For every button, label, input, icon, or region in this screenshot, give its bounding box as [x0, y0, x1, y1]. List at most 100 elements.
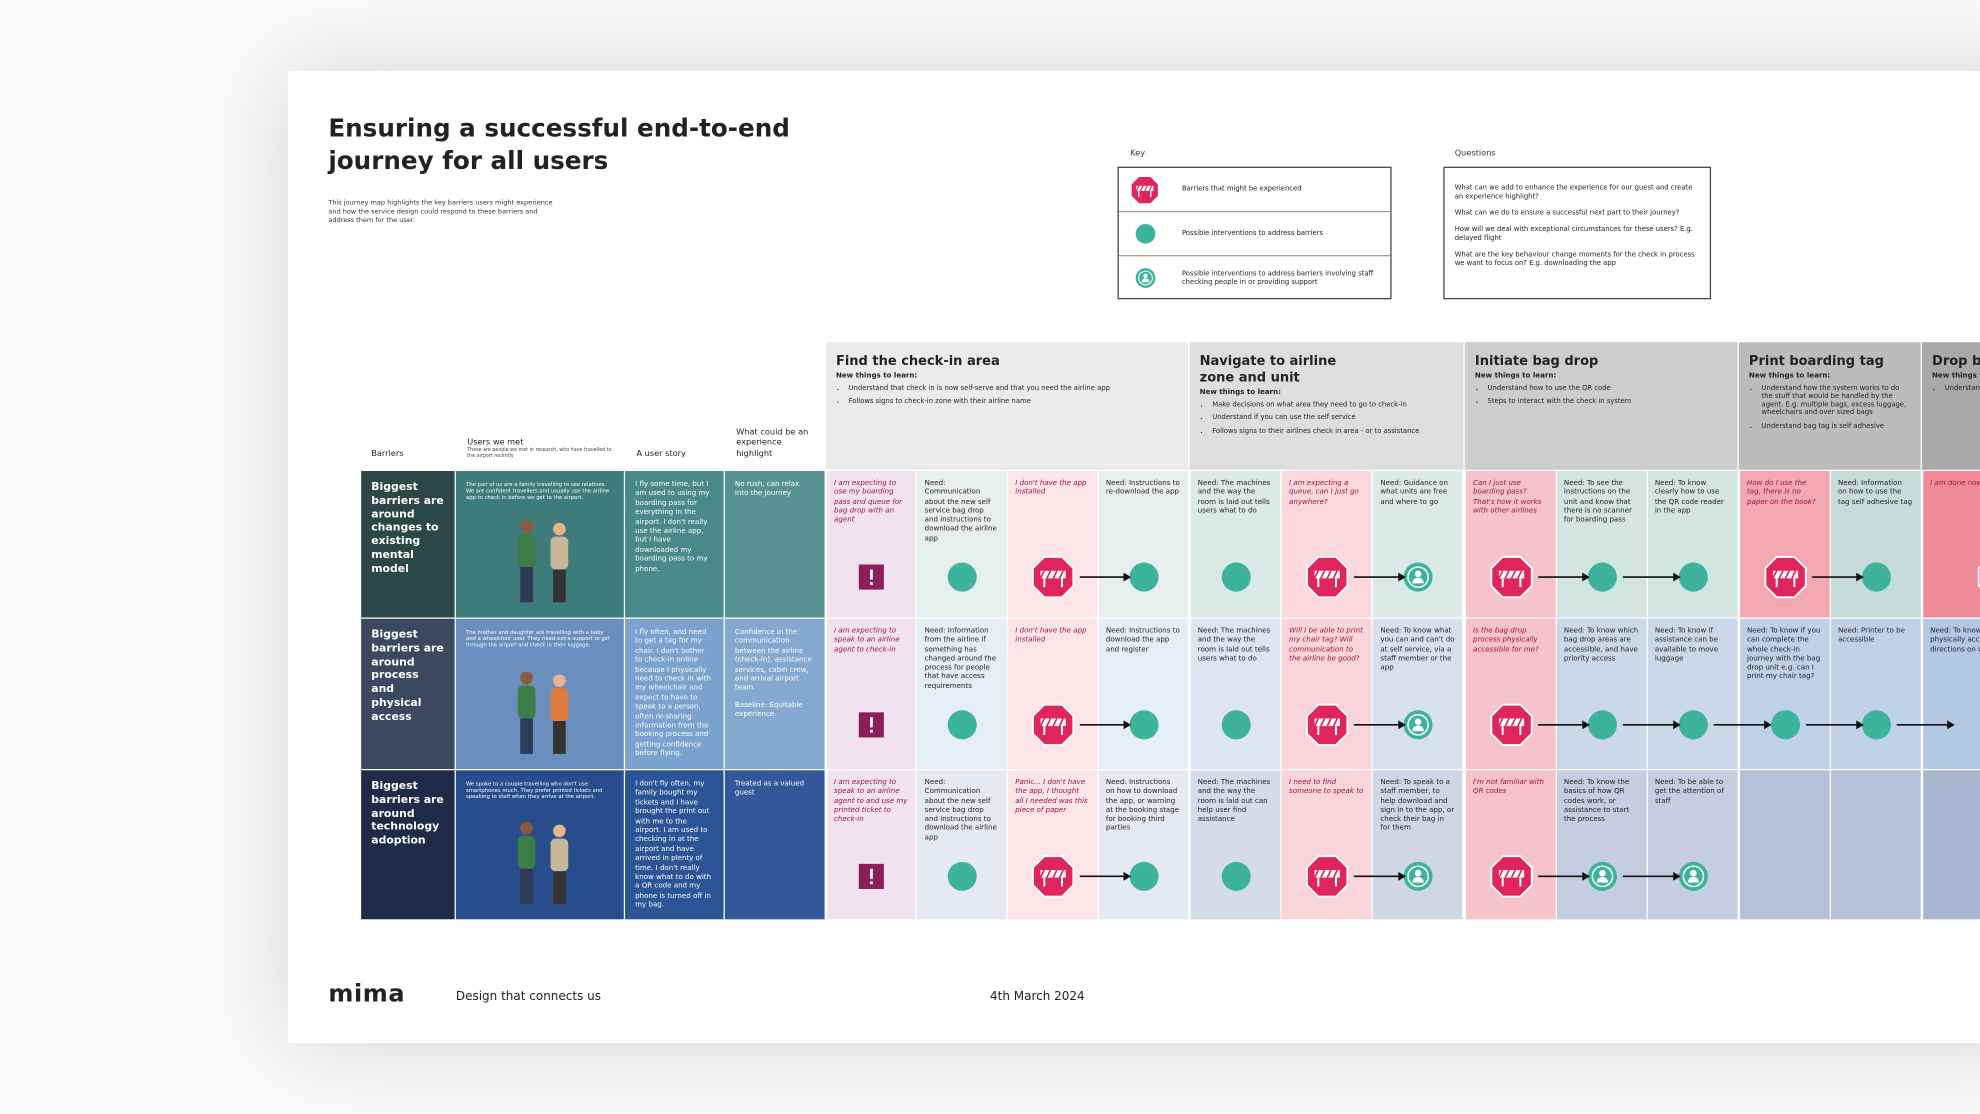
- arrow-head: [1123, 572, 1131, 582]
- key-box: Barriers that might be experienced Possib…: [1117, 166, 1392, 300]
- circle: [1587, 562, 1617, 592]
- arrow-svg: [1079, 572, 1131, 582]
- stage-items: Understand what is still to do: [1932, 385, 1980, 393]
- col-header-barriers: Barriers: [371, 448, 404, 459]
- head: [1415, 869, 1422, 877]
- intervention-icon: [947, 562, 977, 592]
- cell-text: Need: The machines and the way the room …: [1197, 627, 1271, 663]
- stage-subtitle: New things to learn:: [1474, 372, 1557, 381]
- shoulders: [1412, 725, 1425, 732]
- icon: [1678, 562, 1708, 596]
- arrow-head: [1672, 871, 1681, 881]
- stage-header: Print boarding tag New things to learn: Un…: [1738, 342, 1921, 470]
- barrier-icon: [1130, 175, 1160, 205]
- key-text: Possible interventions to address barrie…: [1182, 212, 1384, 256]
- bang: [870, 868, 874, 879]
- stage-item: Understand what is still to do: [1945, 385, 1980, 393]
- cell-text: I am expecting to speak to an airline ag…: [834, 627, 900, 654]
- question: How will we deal with exceptional circum…: [1454, 226, 1693, 243]
- cell-text: I am expecting to use my boarding pass a…: [834, 479, 903, 525]
- stage-title: Print boarding tag: [1748, 353, 1884, 369]
- barrier-label: Biggest barriers are around technology a…: [371, 780, 444, 848]
- cell-text: I need to find someone to speak to: [1289, 779, 1364, 796]
- barrier-legs: [1317, 877, 1337, 887]
- barrier-icon: [1305, 855, 1349, 898]
- users-text: The pair of us are a family travelling t…: [465, 481, 610, 501]
- icon: [1031, 703, 1075, 750]
- arrow: [1079, 572, 1131, 586]
- stage-title: Drop bag: [1932, 353, 1980, 369]
- barrier-bar: [1314, 870, 1340, 878]
- head: [520, 822, 533, 835]
- body: [550, 688, 569, 722]
- barrier-stripes: [1039, 869, 1064, 887]
- barrier-stripes: [1497, 869, 1522, 887]
- barrier-stripes: [1497, 570, 1522, 588]
- icon: [1861, 562, 1891, 596]
- people: [517, 671, 569, 754]
- stage-header: Find the check-in area New things to lear…: [825, 342, 1189, 470]
- arrow: [1353, 720, 1406, 734]
- story-cell: I don't fly often, my family bought my t…: [625, 770, 724, 920]
- journey-cell: [1739, 770, 1830, 920]
- cell-text: Need: Communication about the new self s…: [924, 779, 997, 842]
- journey-cell: I don't have the app installed: [1007, 618, 1131, 770]
- shoulders: [1412, 577, 1425, 584]
- arrow-svg: [1537, 720, 1590, 730]
- barrier-bar: [1040, 718, 1066, 727]
- arrow: [1353, 871, 1406, 885]
- icon: [1489, 703, 1533, 750]
- circle: [947, 710, 977, 740]
- journey-cell: Panic... I don't have the app, I thought…: [1007, 770, 1131, 920]
- journey-cell: [1922, 770, 1980, 920]
- icon: [859, 863, 885, 893]
- body: [550, 536, 569, 570]
- barrier-icon: [1763, 555, 1807, 599]
- icon: [1130, 175, 1160, 209]
- stage-header: Drop bag New things to learn: Understand w…: [1921, 342, 1980, 470]
- shoulders: [1596, 876, 1608, 883]
- shoulders: [1141, 278, 1150, 283]
- arrow-svg: [1079, 871, 1131, 881]
- arrow: [1079, 720, 1131, 734]
- circle: [1861, 562, 1891, 592]
- icon: [1305, 555, 1349, 603]
- arrow: [1896, 720, 1955, 734]
- cell-text: Need: To be able to get the attention of…: [1654, 779, 1724, 806]
- users-cell: We spoke to a couple travelling who don'…: [455, 770, 624, 920]
- journey-cell: Need: To know if assistance can be avail…: [1647, 618, 1772, 770]
- arrow-head: [1946, 720, 1955, 730]
- arrow-head: [1581, 720, 1590, 730]
- barrier-bar: [1040, 570, 1066, 579]
- head: [553, 824, 566, 838]
- legs: [553, 871, 566, 905]
- staff-icon: [1587, 861, 1617, 891]
- head: [520, 671, 533, 685]
- icon: [1861, 710, 1891, 744]
- users-cell: The mother and daughter are travelling w…: [455, 618, 624, 770]
- barrier-cell: Biggest barriers are around technology a…: [361, 770, 455, 920]
- barrier-label: Biggest barriers are around process and …: [371, 628, 444, 724]
- arrow-svg: [1811, 572, 1864, 582]
- stage-item: Follows signs to check-in zone with thei…: [849, 398, 1179, 406]
- stage-item: Understand how the system works to do th…: [1762, 385, 1911, 417]
- barrier-bar: [1498, 570, 1524, 579]
- arrow-head: [1123, 871, 1131, 881]
- arrow-svg: [1537, 572, 1590, 582]
- stage-item: Follows signs to their airlines check in…: [1212, 428, 1453, 436]
- journey-cell: Will I be able to print my chair tag? Wi…: [1281, 618, 1406, 770]
- circle: [1587, 710, 1617, 740]
- stage-item: Steps to interact with the check in syst…: [1488, 398, 1728, 406]
- arrow-svg: [1712, 720, 1772, 730]
- cell-text: Need: To speak to a staff member, to hel…: [1380, 779, 1455, 833]
- staff-icon: [1135, 268, 1156, 289]
- icon: [1305, 855, 1349, 902]
- icon: [1135, 224, 1156, 250]
- legs: [553, 569, 566, 603]
- col-header-story: A user story: [636, 448, 686, 459]
- intervention-icon: [1861, 710, 1891, 740]
- questions-box: What can we add to enhance the experienc…: [1443, 166, 1712, 300]
- cell-text: Need: To know which bag drop areas are a…: [1563, 627, 1639, 663]
- arrow: [1079, 871, 1131, 885]
- staff-icon: [1678, 861, 1708, 891]
